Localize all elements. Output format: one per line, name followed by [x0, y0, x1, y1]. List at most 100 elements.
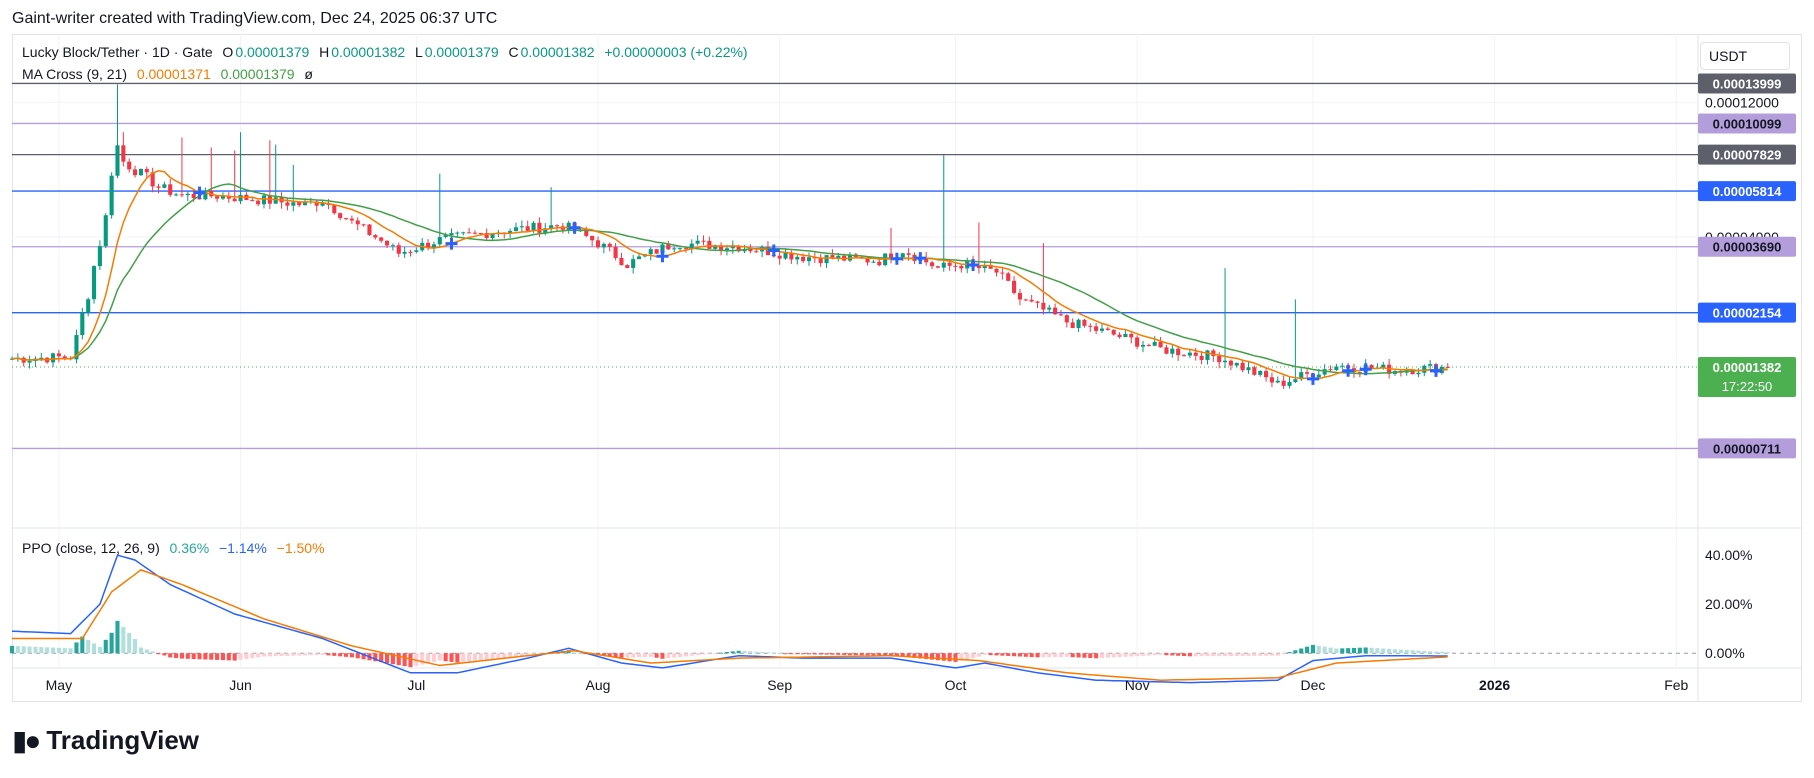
- tradingview-wordmark: TradingView: [46, 725, 200, 755]
- candle-body: [1217, 356, 1222, 363]
- ppo-histogram-bar: [1000, 653, 1005, 656]
- ppo-histogram-bar: [103, 639, 108, 654]
- ppo-histogram-bar: [660, 653, 665, 659]
- candle-body: [707, 240, 712, 249]
- candle-body: [349, 218, 354, 221]
- candle-body: [97, 246, 102, 267]
- candle-body: [789, 252, 794, 260]
- candle-body: [1252, 367, 1257, 375]
- ppo-histogram-bar: [168, 653, 173, 658]
- candle-body: [27, 360, 32, 363]
- candle-body: [1129, 333, 1134, 338]
- ppo-y-tick-label: 0.00%: [1705, 645, 1745, 661]
- ppo-histogram-bar: [824, 653, 829, 655]
- candle-body: [1164, 347, 1169, 354]
- ppo-histogram-bar: [15, 646, 20, 654]
- candle-body: [619, 257, 624, 266]
- candle-body: [537, 222, 542, 233]
- ppo-histogram-bar: [1047, 653, 1052, 658]
- ppo-histogram-bar: [215, 653, 220, 660]
- ppo-histogram-bar: [496, 653, 501, 659]
- candle-body: [654, 249, 659, 254]
- candle-body: [1029, 299, 1034, 302]
- ppo-histogram-bar: [91, 643, 97, 654]
- low-label: L: [414, 44, 423, 60]
- ppo-histogram-bar: [894, 653, 899, 657]
- candle-body: [1287, 382, 1292, 386]
- ppo-histogram-bar: [572, 652, 577, 654]
- ppo-histogram-bar: [1099, 653, 1105, 658]
- ppo-histogram-bar: [1428, 651, 1433, 654]
- ppo-histogram-bar: [795, 653, 800, 655]
- ppo-histogram-bar: [314, 653, 319, 656]
- ma-label: MA Cross (9, 21): [22, 66, 128, 82]
- ppo-histogram-bar: [683, 653, 688, 657]
- candle-body: [80, 312, 85, 336]
- candle-body: [437, 237, 442, 245]
- ppo-histogram-bar: [1275, 653, 1280, 656]
- candle-body: [513, 227, 519, 232]
- ppo-histogram-bar: [1129, 653, 1134, 657]
- candle-body: [62, 356, 67, 359]
- ppo-histogram-bar: [349, 653, 354, 658]
- candle-body: [888, 253, 894, 260]
- ppo-histogram-bar: [531, 653, 536, 655]
- ppo-histogram-bar: [162, 653, 167, 656]
- ppo-histogram-bar: [965, 653, 970, 660]
- ppo-histogram-bar: [906, 653, 911, 658]
- ppo-histogram-bar: [133, 639, 138, 654]
- ppo-histogram-bar: [1006, 653, 1011, 656]
- candle-body: [1410, 370, 1415, 375]
- candle-body: [748, 248, 753, 252]
- ppo-histogram-bar: [707, 653, 712, 655]
- candle-body: [660, 244, 665, 254]
- candle-body: [1234, 362, 1239, 366]
- ppo-histogram-bar: [86, 639, 91, 654]
- ppo-histogram-bar: [144, 649, 149, 654]
- ma-cross-marker: [656, 250, 669, 263]
- x-tick-label: 2026: [1479, 677, 1510, 693]
- ppo-histogram-bar: [1041, 653, 1046, 658]
- candle-body: [1076, 319, 1081, 329]
- candle-body: [408, 251, 413, 253]
- candle-body: [1334, 366, 1339, 370]
- candle-body: [355, 220, 360, 225]
- ppo-histogram-bar: [847, 653, 853, 656]
- candle-body: [590, 235, 595, 241]
- candle-body: [929, 262, 935, 267]
- ppo-histogram-bar: [1211, 653, 1216, 657]
- ma-cross-marker: [890, 252, 903, 265]
- ppo-histogram-bar: [689, 653, 694, 656]
- tradingview-logo[interactable]: ▮● TradingView: [12, 724, 199, 757]
- ppo-histogram-bar: [900, 653, 905, 657]
- candle-body: [484, 232, 489, 239]
- ma-extra: ø: [304, 66, 313, 82]
- candle-body: [824, 255, 829, 264]
- x-tick-label: May: [46, 677, 72, 693]
- ppo-histogram-bar: [806, 653, 812, 655]
- candle-body: [601, 243, 606, 248]
- candle-body: [109, 175, 114, 216]
- ppo-histogram-bar: [220, 653, 226, 661]
- tradingview-mark-icon: ▮●: [12, 725, 41, 756]
- ppo-histogram-bar: [1217, 653, 1222, 657]
- ppo-histogram-bar: [1299, 648, 1304, 654]
- ppo-histogram-bar: [74, 642, 79, 654]
- ma-cross-marker: [193, 186, 206, 199]
- ppo-histogram-bar: [701, 653, 706, 655]
- candle-body: [525, 226, 530, 231]
- candle-body: [185, 193, 190, 196]
- ppo-histogram-bar: [1187, 653, 1192, 657]
- ppo-histogram-bar: [1170, 653, 1175, 656]
- candle-body: [1146, 344, 1151, 346]
- currency-button[interactable]: USDT: [1700, 42, 1790, 70]
- candle-body: [478, 232, 483, 234]
- candle-body: [847, 254, 853, 261]
- ppo-histogram-bar: [1205, 653, 1210, 657]
- ppo-histogram-bar: [1410, 650, 1415, 654]
- ppo-histogram-bar: [1293, 650, 1298, 654]
- ppo-histogram-bar: [467, 653, 472, 662]
- candle-body: [947, 262, 952, 266]
- candle-body: [1187, 352, 1192, 356]
